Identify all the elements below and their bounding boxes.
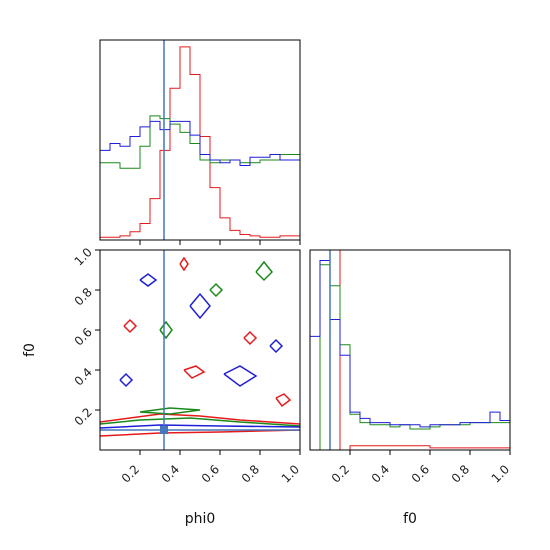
hist-series-blue	[310, 260, 510, 428]
x-tick-label-0.2: 0.2	[119, 462, 142, 485]
contour-red-2	[123, 318, 138, 334]
contour-red-0	[99, 413, 301, 425]
contour-green-2	[159, 320, 173, 340]
contour-blue-2	[223, 365, 258, 387]
contour-red-5	[179, 256, 189, 272]
y-tick-label-0.4: 0.4	[72, 365, 95, 388]
x-tick-label-0.6: 0.6	[199, 462, 222, 485]
f0-vs-phi0-contour-panel: 0.2 0.4 0.6 0.8 1.0 0.2 0.4 0.6 0.8 1.0	[72, 240, 302, 486]
contour-green-3	[255, 260, 274, 282]
y-tick-label-0.2: 0.2	[72, 405, 95, 428]
x-axis-label-phi0: phi0	[185, 511, 216, 527]
contour-green-4	[209, 282, 224, 298]
contour-green-1	[139, 407, 201, 415]
f0-x-tick-label-0.4: 0.4	[369, 462, 392, 485]
y-tick-label-0.8: 0.8	[72, 285, 95, 308]
contour-blue-4	[269, 338, 284, 354]
x-tick-label-0.4: 0.4	[159, 462, 182, 485]
contour-blue-1	[189, 292, 211, 320]
f0-x-tick-label-0.2: 0.2	[329, 462, 352, 485]
truth-marker	[160, 426, 168, 434]
phi0-marginal-histogram	[99, 39, 301, 241]
f0-x-tick-label-1.0: 1.0	[489, 462, 512, 485]
contour-frame	[99, 249, 301, 451]
phi0-hist-frame	[99, 39, 301, 241]
x-axis-label-f0: f0	[403, 511, 417, 527]
contour-green-0	[99, 417, 301, 427]
x-tick-label-1.0: 1.0	[279, 462, 302, 485]
contour-red-1	[99, 429, 301, 437]
hist-series-blue	[100, 120, 300, 167]
y-tick-label-1.0: 1.0	[72, 245, 95, 268]
hist-series-green	[100, 115, 300, 169]
x-tick-label-0.8: 0.8	[239, 462, 262, 485]
contour-red-4	[243, 330, 258, 346]
f0-marginal-histogram: 0.2 0.4 0.6 0.8 1.0	[309, 249, 512, 486]
contour-blue-0	[99, 424, 301, 429]
y-axis-label-f0: f0	[22, 343, 38, 357]
hist-series-green	[310, 264, 510, 451]
contour-blue-5	[119, 372, 134, 388]
hist-series-red	[100, 46, 300, 238]
y-tick-label-0.6: 0.6	[72, 325, 95, 348]
contour-red-6	[275, 393, 292, 408]
contour-red-3	[183, 365, 206, 379]
contour-blue-3	[139, 273, 158, 287]
f0-x-tick-label-0.6: 0.6	[409, 462, 432, 485]
f0-hist-frame	[309, 249, 511, 451]
f0-x-tick-label-0.8: 0.8	[449, 462, 472, 485]
